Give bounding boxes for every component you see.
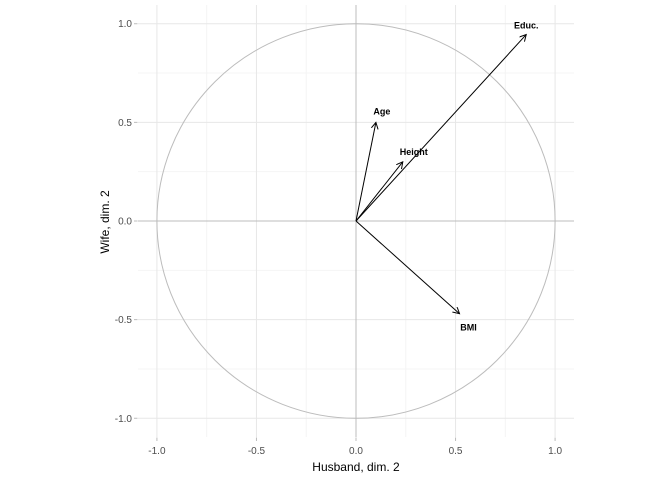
vector-arrow-height — [355, 162, 403, 222]
y-tick-label: -1.0 — [115, 414, 133, 425]
axis-tick-labels: -1.0 -0.5 0.0 0.5 1.0 -1.0 -0.5 0.0 0.5 1.0 — [115, 19, 563, 457]
x-tick-label: 0.0 — [349, 446, 363, 457]
vector-arrow-educ — [355, 35, 526, 222]
unit-circle — [156, 23, 556, 419]
vector-arrow-age — [355, 122, 376, 222]
y-tick-label: 0.0 — [118, 217, 132, 228]
vector-label-bmi: BMI — [460, 323, 477, 333]
x-tick-label: -0.5 — [248, 446, 266, 457]
vector-arrow-bmi — [355, 220, 460, 314]
y-axis-title: Wife, dim. 2 — [98, 190, 112, 254]
x-tick-label: 0.5 — [449, 446, 463, 457]
y-tick-label: 1.0 — [118, 19, 132, 30]
variable-vectors: Age Height Educ. BMI — [355, 21, 539, 333]
axis-tick-marks — [134, 23, 556, 441]
x-tick-label: -1.0 — [148, 446, 166, 457]
vector-label-age: Age — [373, 107, 390, 117]
vector-label-educ: Educ. — [514, 21, 539, 31]
x-axis-title: Husband, dim. 2 — [312, 460, 400, 474]
x-tick-label: 1.0 — [548, 446, 562, 457]
y-tick-label: -0.5 — [115, 315, 133, 326]
vector-label-height: Height — [400, 147, 428, 157]
y-tick-label: 0.5 — [118, 118, 132, 129]
unit-circle-outline — [156, 23, 556, 419]
